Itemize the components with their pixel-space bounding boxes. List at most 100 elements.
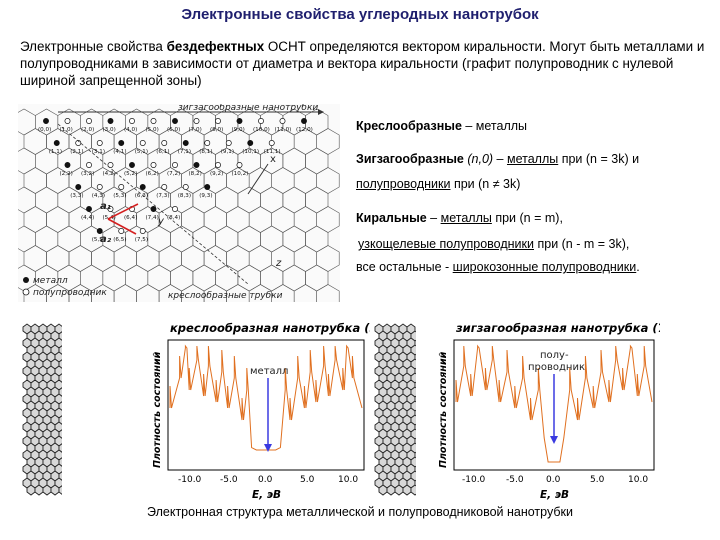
hexagon-cell [68, 284, 92, 302]
zigzag-label: Зигзагообразные [356, 152, 464, 166]
lattice-index-label: (3,1) [92, 149, 105, 155]
semiconductor-point [129, 118, 135, 124]
hexagon-cell [316, 284, 340, 302]
plot1-xlabel: E, эВ [252, 489, 281, 501]
lattice-index-labels: (0,0) (1,0) (2,0) (3,0) (4,0) (5,0) (6,0) (7,0)… [38, 127, 313, 243]
plot1-tick-1: -5.0 [220, 475, 238, 485]
hexagon-cell [23, 284, 47, 302]
metal-point [150, 206, 157, 212]
legend-semi-swatch [22, 288, 30, 296]
lattice-index-label: (6,2) [146, 171, 159, 177]
armchair-nanotube-illustration [22, 323, 62, 496]
slide-title: Электронные свойства углеродных нанотруб… [181, 6, 539, 23]
lattice-index-label: (2,1) [70, 149, 83, 155]
lattice-index-label: (5,2) [124, 171, 137, 177]
chirality-lattice-figure: (0,0) (1,0) (2,0) (3,0) (4,0) (5,0) (6,0) (7,0)… [18, 104, 340, 302]
plot2-xlabel: E, эВ [540, 489, 569, 501]
metal-point [43, 118, 49, 124]
plot1-tick-2: 0.0 [258, 475, 273, 485]
plot1-arrowhead [264, 444, 272, 452]
lattice-index-label: (12,0) [296, 127, 313, 133]
metal-point [86, 206, 92, 212]
hexagon-cell [181, 284, 205, 302]
semiconductor-point [161, 184, 168, 190]
metal-point [204, 184, 211, 190]
semiconductor-point [279, 118, 286, 124]
chiral-narrow-when: при (n - m = 3k), [534, 237, 630, 251]
semiconductor-point [236, 162, 243, 168]
vector-a2-label: a₂ [100, 234, 112, 245]
semiconductor-point [86, 118, 92, 124]
plot1-tick-3: 5.0 [300, 475, 315, 485]
zigzag-nanotube-illustration [374, 323, 416, 496]
semiconductor-point [215, 118, 221, 124]
lattice-index-label: (4,0) [124, 127, 137, 133]
lattice-index-label: (10,1) [242, 149, 259, 155]
plot2-title: зигзагообразная нанотрубка (7,0) [455, 321, 660, 335]
plot2-annotation-2: проводник [528, 362, 585, 373]
lattice-index-label: (8,0) [210, 127, 223, 133]
axis-y-label: y [157, 216, 165, 227]
lattice-index-label: (1,0) [60, 127, 73, 133]
lattice-index-label: (4,2) [103, 171, 116, 177]
dos-plot-zigzag: зигзагообразная нанотрубка (7,0) Плотнос… [438, 321, 660, 501]
lattice-index-label: (6,1) [156, 149, 169, 155]
lattice-index-label: (7,3) [156, 193, 169, 199]
lattice-index-label: (3,3) [70, 193, 83, 199]
chiral-dash: – [426, 211, 441, 225]
plot1-title: креслообразная нанотрубка (5,5) [170, 321, 370, 335]
lattice-index-label: (10,0) [253, 127, 270, 133]
metal-point [107, 118, 114, 124]
axis-x-label: x [270, 154, 276, 165]
zigzag-direction-label: зигзагообразные нанотрубки [178, 104, 318, 113]
lattice-index-label: (3,0) [103, 127, 116, 133]
lattice-points [43, 118, 307, 234]
lattice-index-label: (5,3) [113, 193, 126, 199]
lattice-index-label: (3,2) [81, 171, 94, 177]
lattice-index-label: (7,1) [178, 149, 191, 155]
chiral-line-3: все остальные - широкозонные полупроводн… [356, 259, 640, 275]
semiconductor-point [150, 162, 157, 168]
metal-point [247, 140, 254, 146]
zigzag-nk: (n,0) [467, 152, 494, 166]
lattice-index-label: (9,3) [199, 193, 212, 199]
lattice-index-label: (4,4) [81, 215, 94, 221]
lattice-index-label: (5,0) [146, 127, 159, 133]
chiral-end: . [636, 260, 640, 274]
lattice-index-label: (4,3) [92, 193, 105, 199]
lattice-index-label: (8,2) [189, 171, 202, 177]
lattice-index-label: (7,2) [167, 171, 180, 177]
axis-x-line [247, 163, 269, 195]
metal-point [53, 140, 60, 146]
plot1-series-line [169, 344, 363, 451]
lattice-index-label: (5,1) [135, 149, 148, 155]
metal-point [172, 118, 178, 124]
plot2-annotation-1: полу- [540, 350, 569, 361]
hexagon-cell [293, 284, 318, 302]
lattice-index-label: (5,5) [92, 237, 105, 243]
chiral-wide: широкозонные полупроводники [452, 260, 637, 274]
armchair-direction-label: креслообразные трубки [168, 291, 283, 301]
armchair-label: Креслообразные [356, 119, 462, 133]
chiral-line-2: узкощелевые полупроводники при (n - m = … [358, 236, 629, 252]
lattice-index-label: (10,2) [232, 171, 249, 177]
semiconductor-point [150, 118, 157, 124]
armchair-line: Креслообразные – металлы [356, 118, 527, 134]
legend-semi-label: полупроводник [33, 288, 107, 298]
armchair-text: – металлы [461, 119, 528, 133]
lattice-index-label: (8,1) [199, 149, 212, 155]
metal-point [118, 140, 125, 146]
semiconductor-point [258, 118, 264, 124]
lattice-index-label: (7,0) [189, 127, 202, 133]
plot1-annotation: металл [250, 366, 288, 377]
tube-hexagon [410, 484, 416, 496]
semiconductor-point [96, 184, 103, 190]
legend-metal-swatch [23, 277, 29, 283]
hexagon-cell [91, 284, 115, 302]
plot2-tick-3: 5.0 [590, 475, 605, 485]
lattice-index-label: (0,0) [38, 127, 51, 133]
tube-hexagon [58, 485, 62, 495]
zigzag-when: при (n = 3k) и [558, 152, 640, 166]
zigzag-line-2: полупроводники при (n ≠ 3k) [356, 176, 520, 192]
armchair-direction-line [57, 123, 249, 285]
